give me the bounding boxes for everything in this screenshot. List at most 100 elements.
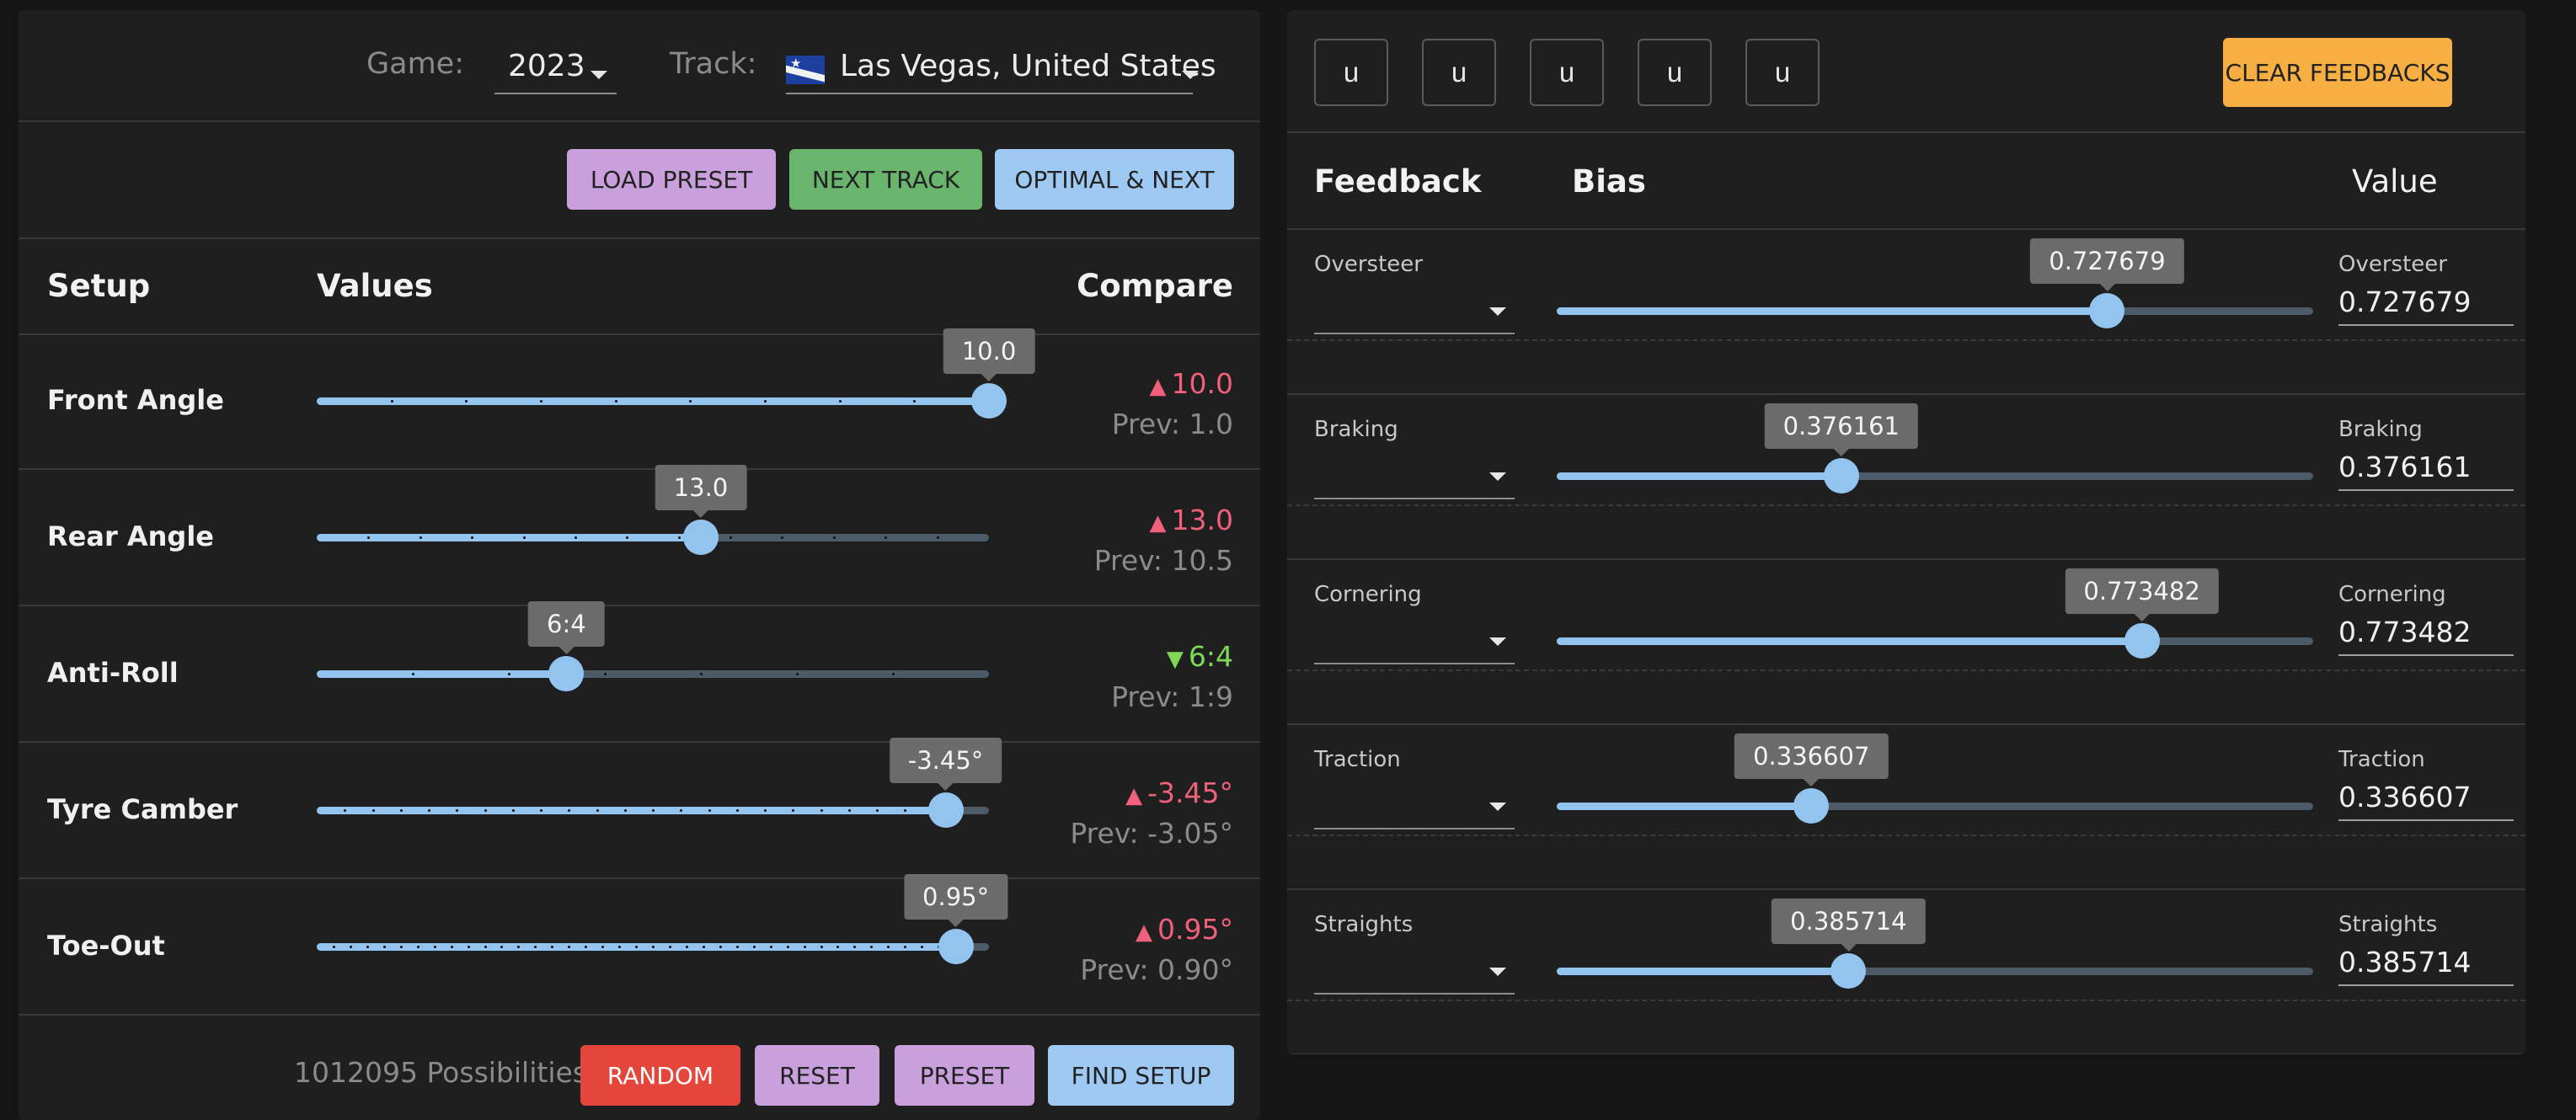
feedback-type-select[interactable]: [1314, 619, 1515, 664]
divider: [19, 1014, 1260, 1016]
feedback-row: Braking 0.376161 Braking 0.376161: [1287, 395, 2525, 560]
setup-slider[interactable]: [317, 792, 989, 828]
feedback-type-select[interactable]: [1314, 949, 1515, 995]
value-input[interactable]: 0.336607: [2338, 776, 2514, 821]
setup-row-label: Anti-Roll: [47, 657, 179, 689]
dashed-divider: [1287, 504, 2525, 506]
dashed-divider: [1287, 1000, 2525, 1001]
slider-tick: [904, 946, 907, 948]
divider: [1287, 723, 2525, 725]
dashed-divider: [1287, 339, 2525, 341]
chevron-down-icon: [1489, 307, 1506, 316]
feedback-quick-button[interactable]: u: [1422, 39, 1496, 106]
feedback-type-select[interactable]: [1314, 289, 1515, 334]
previous-value: Prev: -3.05°: [1070, 817, 1233, 850]
setup-slider[interactable]: [317, 383, 1007, 419]
bias-slider[interactable]: [1557, 458, 2313, 493]
slider-thumb[interactable]: [1823, 458, 1859, 493]
slider-tick: [853, 946, 857, 948]
slider-tick: [719, 946, 722, 948]
divider: [19, 605, 1260, 606]
value-input[interactable]: 0.376161: [2338, 445, 2514, 491]
divider: [1287, 393, 2525, 395]
slider-tick: [652, 809, 655, 812]
slider-tick: [708, 809, 711, 812]
divider: [19, 877, 1260, 879]
slider-tick: [601, 946, 605, 948]
slider-tick: [390, 400, 393, 403]
previous-value: Prev: 1:9: [1111, 680, 1233, 713]
compare-value: ▲ 10.0: [1150, 367, 1233, 400]
slider-tick: [677, 536, 681, 539]
feedback-quick-button[interactable]: u: [1745, 39, 1820, 106]
divider: [1287, 131, 2525, 133]
setup-slider[interactable]: [317, 929, 989, 964]
bias-slider[interactable]: [1557, 788, 2313, 824]
slider-value-tooltip: 0.727679: [2030, 238, 2184, 291]
setup-slider[interactable]: [317, 656, 989, 691]
feedback-quick-button[interactable]: u: [1530, 39, 1604, 106]
setup-row: Tyre Camber -3.45° ▲ -3.45° Prev: -3.05°: [19, 738, 1260, 879]
bias-slider[interactable]: [1557, 293, 2313, 328]
track-select[interactable]: ★ Las Vegas, United States: [786, 47, 1216, 94]
slider-tick: [700, 673, 703, 675]
slider-tick: [921, 946, 924, 948]
value-input[interactable]: 0.773482: [2338, 611, 2514, 656]
reset-button[interactable]: RESET: [755, 1045, 879, 1106]
feedback-type-select[interactable]: [1314, 454, 1515, 499]
random-button[interactable]: RANDOM: [580, 1045, 740, 1106]
next-track-button[interactable]: NEXT TRACK: [789, 149, 982, 210]
clear-feedbacks-button[interactable]: CLEAR FEEDBACKS: [2223, 38, 2452, 107]
slider-tick: [419, 536, 422, 539]
setup-slider[interactable]: [317, 520, 989, 555]
slider-thumb[interactable]: [2124, 623, 2160, 659]
slider-fill: [317, 534, 701, 541]
slider-thumb[interactable]: [927, 792, 964, 828]
slider-value-tooltip: -3.45°: [889, 738, 1002, 791]
slider-tick: [332, 946, 335, 948]
slider-tick: [680, 809, 683, 812]
feedback-type-label: Cornering: [1314, 582, 1422, 607]
slider-thumb[interactable]: [682, 520, 719, 555]
slider-tick: [764, 400, 767, 403]
slider-tick: [668, 946, 671, 948]
compare-value: ▲ 0.95°: [1136, 913, 1233, 946]
bias-slider[interactable]: [1557, 623, 2313, 659]
triangle-up-icon: ▲: [1149, 374, 1167, 399]
bias-slider[interactable]: [1557, 953, 2313, 989]
slider-value-tooltip: 0.773482: [2065, 568, 2219, 621]
slider-tick: [568, 809, 571, 812]
feedback-quick-button[interactable]: u: [1638, 39, 1712, 106]
slider-tick: [433, 946, 436, 948]
compare-value-text: 10.0: [1171, 367, 1233, 400]
slider-thumb[interactable]: [971, 383, 1007, 419]
find-setup-button[interactable]: FIND SETUP: [1048, 1045, 1234, 1106]
slider-tick: [735, 946, 739, 948]
compare-header: Compare: [1077, 268, 1233, 304]
divider: [1287, 1053, 2525, 1054]
slider-thumb[interactable]: [548, 656, 585, 691]
slider-thumb[interactable]: [1830, 953, 1867, 989]
value-input[interactable]: 0.727679: [2338, 280, 2514, 326]
value-input[interactable]: 0.385714: [2338, 941, 2514, 986]
slider-tick: [399, 809, 403, 812]
game-select[interactable]: 2023: [494, 47, 617, 94]
optimal-next-button[interactable]: OPTIMAL & NEXT: [995, 149, 1234, 210]
slider-thumb[interactable]: [2089, 293, 2125, 328]
slider-thumb[interactable]: [1793, 788, 1830, 824]
slider-value-tooltip: 0.95°: [904, 874, 1008, 927]
nevada-flag-icon: ★: [786, 56, 825, 84]
slider-tick: [618, 946, 622, 948]
load-preset-button[interactable]: LOAD PRESET: [567, 149, 776, 210]
slider-tick: [769, 946, 772, 948]
setup-row: Front Angle 10.0 ▲ 10.0 Prev: 1.0: [19, 328, 1260, 470]
slider-thumb[interactable]: [938, 929, 974, 964]
feedback-quick-button[interactable]: u: [1314, 39, 1388, 106]
slider-tick: [366, 946, 369, 948]
preset-button[interactable]: PRESET: [895, 1045, 1034, 1106]
slider-tick: [540, 400, 542, 403]
slider-tick: [623, 809, 627, 812]
feedback-type-select[interactable]: [1314, 784, 1515, 829]
slider-tick: [456, 809, 459, 812]
setup-row-label: Toe-Out: [47, 930, 165, 962]
